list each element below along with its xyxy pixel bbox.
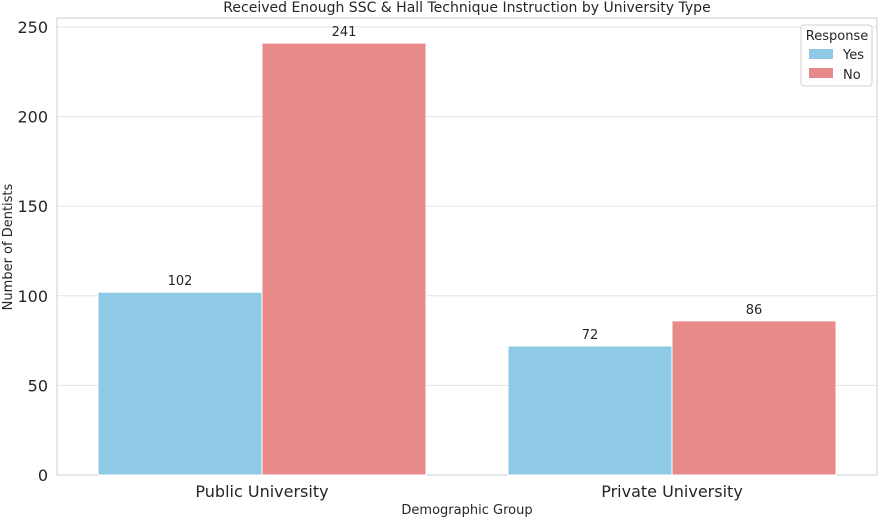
bar-yes-1 [507,345,673,476]
y-tick-label: 150 [17,197,48,216]
plot-frame [56,17,878,476]
legend-swatch-yes [809,49,833,59]
legend-label-yes: Yes [842,48,864,63]
bar-value-label: 86 [746,303,763,318]
x-tick-label: Public University [195,482,328,501]
chart-title: Received Enough SSC & Hall Technique Ins… [223,0,710,16]
y-tick-label: 0 [38,466,48,485]
bars: 102 241 72 86 [97,25,837,476]
legend-swatch-no [809,68,833,78]
y-ticks: 0 50 100 150 200 250 [17,18,48,485]
legend: Response Yes No [800,24,873,87]
x-tick-label: Private University [601,482,743,501]
y-axis-label: Number of Dentists [1,183,16,310]
bar-no-0 [261,42,427,476]
y-tick-label: 200 [17,108,48,127]
bar-value-label: 72 [582,328,599,343]
y-tick-label: 50 [28,376,48,395]
legend-label-no: No [843,68,861,83]
legend-title: Response [806,29,868,44]
bar-no-1 [671,320,837,476]
y-tick-label: 100 [17,287,48,306]
bar-value-label: 241 [332,25,357,40]
y-tick-label: 250 [17,18,48,37]
bar-yes-0 [97,291,263,476]
x-axis-label: Demographic Group [401,503,532,518]
x-ticks: Public University Private University [195,482,742,501]
bar-value-label: 102 [168,274,193,289]
